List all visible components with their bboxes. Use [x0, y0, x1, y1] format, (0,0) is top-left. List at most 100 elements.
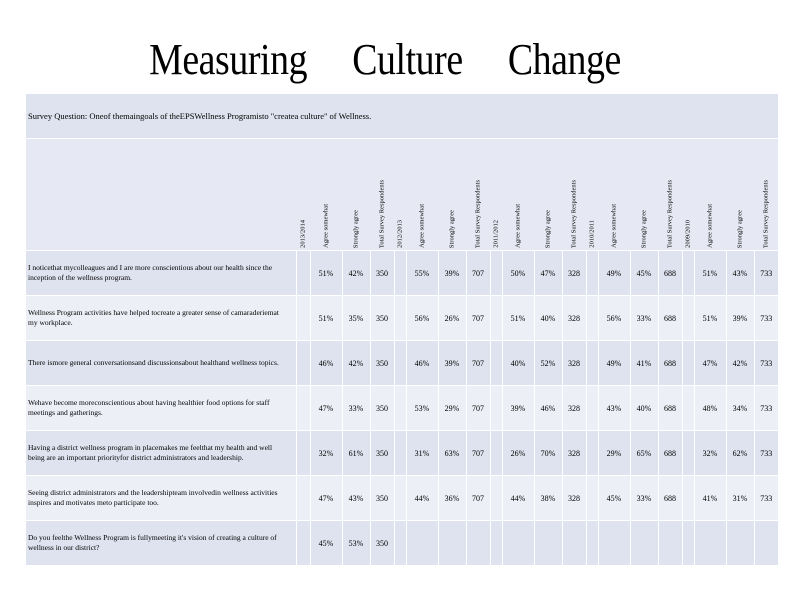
strongly-agree-value: 42%	[341, 250, 370, 296]
agree-somewhat-value: 40%	[501, 340, 534, 386]
spacer-cell	[489, 430, 502, 476]
strongly-agree-value: 29%	[437, 385, 466, 431]
agree-somewhat-value: 46%	[405, 340, 438, 386]
agree-somewhat-value: 56%	[405, 295, 438, 341]
total-respondents-value: 733	[753, 340, 779, 386]
table-row: There ismore general conversationsand di…	[26, 340, 779, 386]
total-respondents-value: 350	[369, 475, 394, 521]
strongly-agree-value: 62%	[725, 430, 754, 476]
agree-somewhat-value	[405, 520, 438, 565]
total-respondents-header-text: Total Survey Respondents	[570, 179, 578, 248]
total-respondents-header: Total Survey Respondents	[754, 138, 779, 251]
agree-somewhat-value: 39%	[501, 385, 534, 431]
total-respondents-value: 350	[369, 295, 394, 341]
total-respondents-value: 733	[753, 250, 779, 296]
year-label: 2010/2011	[586, 138, 598, 251]
survey-table: Survey Question: Oneof themaingoals of t…	[26, 94, 779, 565]
agree-somewhat-value: 51%	[693, 295, 726, 341]
agree-somewhat-value: 56%	[597, 295, 630, 341]
total-respondents-value: 688	[657, 475, 682, 521]
total-respondents-value: 733	[753, 385, 779, 431]
spacer-cell	[393, 430, 406, 476]
spacer-cell	[489, 250, 502, 296]
total-respondents-value: 707	[465, 340, 490, 386]
strongly-agree-value: 39%	[725, 295, 754, 341]
spacer-cell	[585, 475, 598, 521]
strongly-agree-value: 36%	[437, 475, 466, 521]
total-respondents-value: 688	[657, 385, 682, 431]
table-row: Seeing district administrators and the l…	[26, 475, 779, 521]
question-text: There ismore general conversationsand di…	[26, 340, 296, 386]
total-respondents-value	[561, 520, 586, 565]
spacer-cell	[295, 475, 310, 521]
agree-somewhat-header-text: Agree somewhat	[610, 204, 618, 248]
total-respondents-value: 707	[465, 250, 490, 296]
strongly-agree-value: 52%	[533, 340, 562, 386]
table-row: Wehave become moreconscientious about ha…	[26, 385, 779, 431]
spacer-cell	[585, 340, 598, 386]
spacer-cell	[681, 250, 694, 296]
strongly-agree-header: Strongly agree	[726, 138, 754, 251]
spacer-cell	[295, 340, 310, 386]
question-text: Seeing district administrators and the l…	[26, 475, 296, 521]
spacer-cell	[393, 340, 406, 386]
agree-somewhat-value: 47%	[693, 340, 726, 386]
total-respondents-value: 328	[561, 475, 586, 521]
spacer-cell	[295, 385, 310, 431]
strongly-agree-value: 33%	[629, 295, 658, 341]
spacer-cell	[295, 295, 310, 341]
agree-somewhat-value: 32%	[309, 430, 342, 476]
question-text: I noticethat mycolleagues and I are more…	[26, 250, 296, 296]
table-row: Having a district wellness program in pl…	[26, 430, 779, 476]
agree-somewhat-value	[693, 520, 726, 565]
agree-somewhat-value: 55%	[405, 250, 438, 296]
spacer-cell	[393, 385, 406, 431]
agree-somewhat-value: 53%	[405, 385, 438, 431]
total-respondents-value: 707	[465, 295, 490, 341]
agree-somewhat-header-text: Agree somewhat	[514, 204, 522, 248]
table-row: Do you feelthe Wellness Program is fully…	[26, 520, 779, 565]
strongly-agree-header: Strongly agree	[630, 138, 658, 251]
strongly-agree-value: 40%	[629, 385, 658, 431]
total-respondents-value: 350	[369, 385, 394, 431]
agree-somewhat-header: Agree somewhat	[406, 138, 438, 251]
strongly-agree-value: 47%	[533, 250, 562, 296]
total-respondents-value: 688	[657, 430, 682, 476]
year-label: 2009/2010	[682, 138, 694, 251]
total-respondents-value	[753, 520, 779, 565]
agree-somewhat-value: 45%	[309, 520, 342, 565]
year-label-text: 2010/2011	[588, 220, 596, 248]
strongly-agree-value: 42%	[341, 340, 370, 386]
agree-somewhat-value: 31%	[405, 430, 438, 476]
strongly-agree-header: Strongly agree	[438, 138, 466, 251]
year-label: 2012/2013	[394, 138, 406, 251]
total-respondents-value: 707	[465, 475, 490, 521]
agree-somewhat-value: 45%	[597, 475, 630, 521]
agree-somewhat-value: 43%	[597, 385, 630, 431]
agree-somewhat-header: Agree somewhat	[598, 138, 630, 251]
agree-somewhat-value	[597, 520, 630, 565]
year-label-text: 2013/2014	[299, 220, 307, 248]
spacer-cell	[489, 385, 502, 431]
question-column-header	[26, 138, 296, 251]
strongly-agree-value: 42%	[725, 340, 754, 386]
spacer-cell	[681, 340, 694, 386]
total-respondents-value: 733	[753, 430, 779, 476]
spacer-cell	[585, 430, 598, 476]
strongly-agree-value: 45%	[629, 250, 658, 296]
spacer-cell	[393, 475, 406, 521]
question-text: Do you feelthe Wellness Program is fully…	[26, 520, 296, 565]
agree-somewhat-header: Agree somewhat	[502, 138, 534, 251]
strongly-agree-value: 61%	[341, 430, 370, 476]
question-text: Having a district wellness program in pl…	[26, 430, 296, 476]
spacer-cell	[295, 430, 310, 476]
agree-somewhat-value: 50%	[501, 250, 534, 296]
spacer-cell	[681, 475, 694, 521]
total-respondents-value: 350	[369, 250, 394, 296]
strongly-agree-value: 43%	[341, 475, 370, 521]
strongly-agree-value: 70%	[533, 430, 562, 476]
total-respondents-value	[465, 520, 490, 565]
spacer-cell	[295, 520, 310, 565]
agree-somewhat-value: 51%	[693, 250, 726, 296]
spacer-cell	[585, 250, 598, 296]
